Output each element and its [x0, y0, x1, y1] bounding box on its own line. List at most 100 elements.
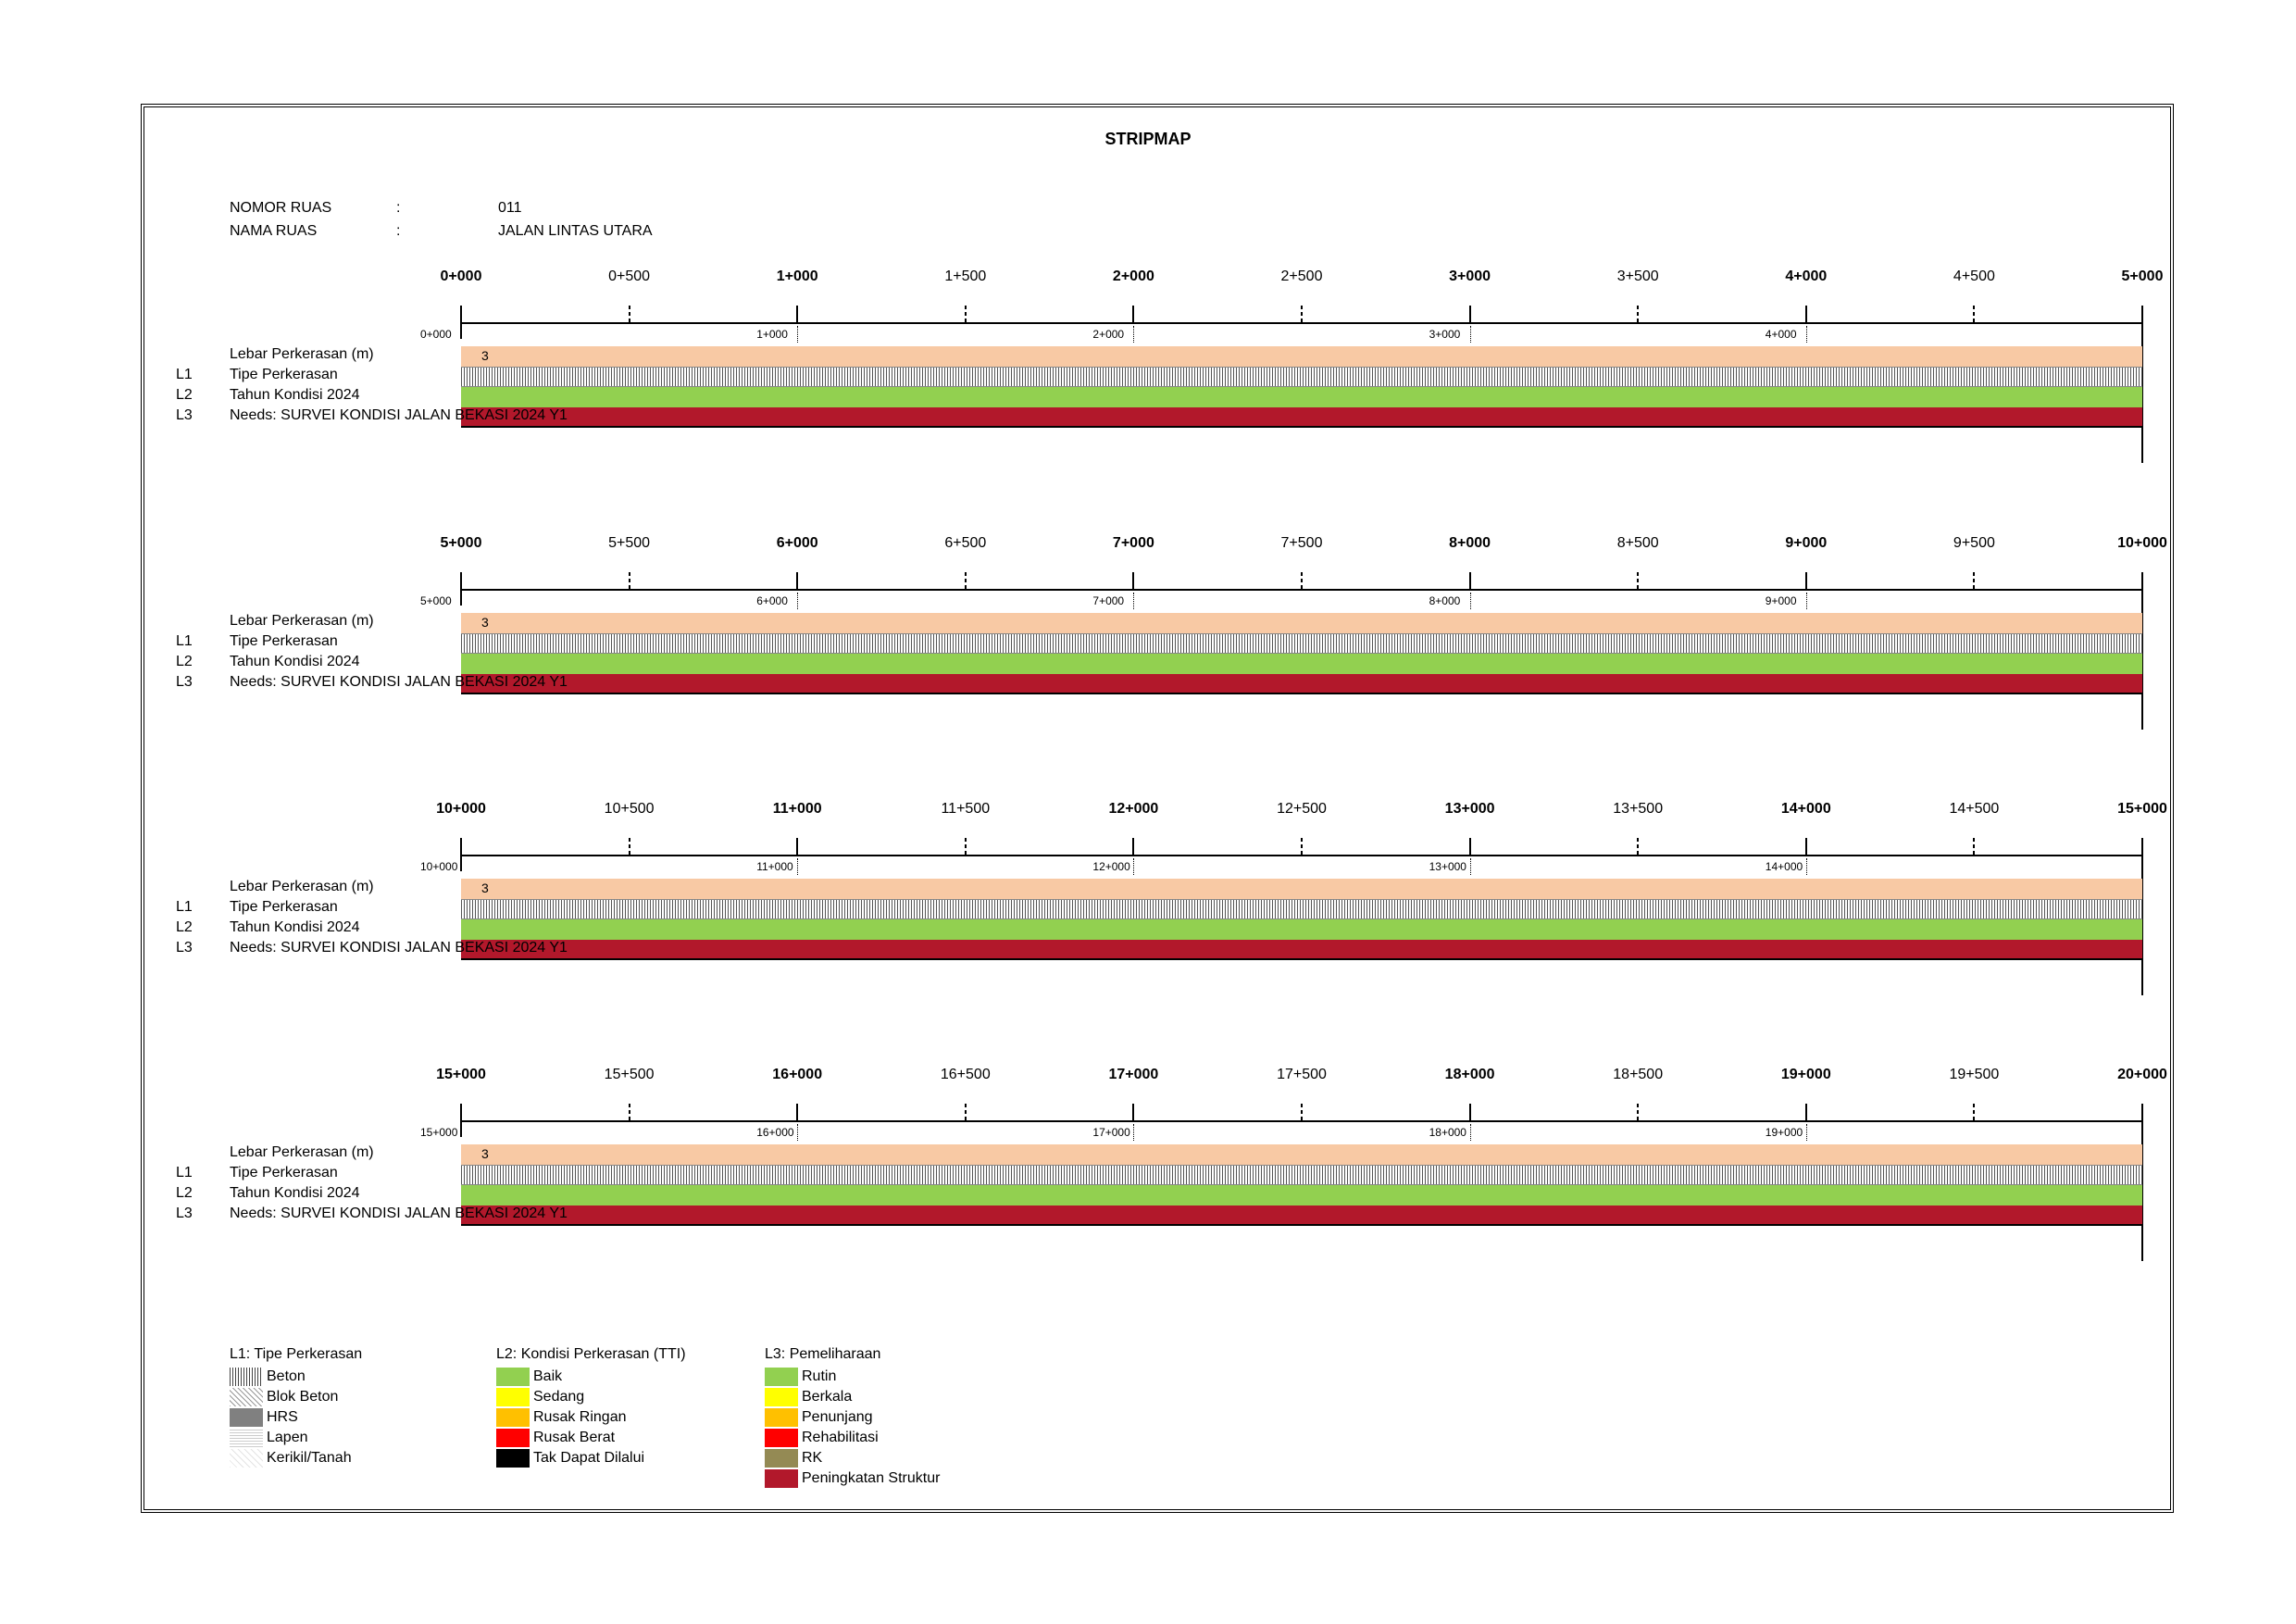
legend-swatch — [765, 1388, 798, 1406]
km-label: 9+000 — [1785, 535, 1828, 551]
km-label: 19+000 — [1780, 1067, 1831, 1082]
legend-label: Sedang — [533, 1389, 585, 1405]
legend-item: Rehabilitasi — [765, 1428, 940, 1448]
dotted-marker — [797, 593, 799, 609]
km-label: 15+000 — [436, 1067, 486, 1082]
legend-item: Rutin — [765, 1367, 940, 1387]
legend-item: Lapen — [230, 1428, 362, 1448]
stripmap-segment: 5+000 5+500 6+000 6+500 7+000 7+500 8+000 8+500… — [0, 0, 2296, 730]
legend-swatch — [496, 1449, 530, 1468]
small-km-label: 7+000 — [1092, 594, 1125, 607]
pavement-width-bar — [461, 346, 2142, 367]
row-label-lebar: Lebar Perkerasan (m) — [230, 346, 374, 362]
row-label-l1: Tipe Perkerasan — [230, 1165, 338, 1181]
legend-label: Rutin — [802, 1368, 837, 1384]
km-label: 14+000 — [1780, 801, 1831, 817]
pavement-width-bar — [461, 879, 2142, 899]
km-tick — [1132, 838, 1135, 855]
half-km-tick — [1301, 306, 1303, 322]
legend-item: Rusak Ringan — [496, 1407, 686, 1428]
small-km-label: 6+000 — [756, 594, 788, 607]
row-label-lebar: Lebar Perkerasan (m) — [230, 1144, 374, 1160]
nomor-ruas-label: NOMOR RUAS — [230, 200, 332, 216]
km-tick — [1132, 1104, 1135, 1120]
small-km-label: 2+000 — [1092, 328, 1125, 341]
pavement-type-bar — [461, 367, 2142, 387]
km-label: 0+000 — [440, 269, 482, 284]
legend-label: Kerikil/Tanah — [267, 1450, 352, 1466]
legend-swatch — [230, 1449, 263, 1468]
half-km-tick — [628, 306, 630, 322]
row-label-l2: Tahun Kondisi 2024 — [230, 919, 360, 935]
row-code-l1: L1 — [176, 367, 193, 382]
half-km-tick — [1637, 572, 1640, 589]
km-label: 8+000 — [1449, 535, 1491, 551]
km-label: 1+500 — [944, 269, 987, 284]
legend-swatch — [496, 1408, 530, 1427]
km-tick — [796, 1104, 799, 1120]
km-tick — [1468, 306, 1471, 322]
legend-label: Beton — [267, 1368, 306, 1384]
legend-swatch — [765, 1449, 798, 1468]
legend-l2: L2: Kondisi Perkerasan (TTI) Baik Sedang R… — [496, 1346, 686, 1468]
small-km-label: 16+000 — [756, 1126, 794, 1139]
legend-swatch — [496, 1429, 530, 1447]
km-tick — [1804, 838, 1807, 855]
row-code-l3: L3 — [176, 407, 193, 423]
small-km-label: 12+000 — [1092, 860, 1130, 873]
legend-item: Penunjang — [765, 1407, 940, 1428]
small-km-label: 10+000 — [420, 860, 458, 873]
small-km-label: 15+000 — [420, 1126, 458, 1139]
km-label: 10+000 — [436, 801, 486, 817]
km-label: 3+000 — [1449, 269, 1491, 284]
km-label: 13+000 — [1444, 801, 1495, 817]
row-code-l3: L3 — [176, 1206, 193, 1221]
row-label-l3: Needs: SURVEI KONDISI JALAN BEKASI 2024 … — [230, 1206, 568, 1221]
axis-end-right — [2141, 1104, 2143, 1261]
legend-l3: L3: Pemeliharaan Rutin Berkala Penunjang Re… — [765, 1346, 940, 1489]
row-code-l1: L1 — [176, 1165, 193, 1181]
pavement-type-bar — [461, 899, 2142, 919]
km-tick — [1804, 306, 1807, 322]
legend-item: Rusak Berat — [496, 1428, 686, 1448]
needs-bar — [461, 407, 2142, 428]
km-label: 5+000 — [2121, 269, 2164, 284]
half-km-tick — [628, 572, 630, 589]
dotted-marker — [1805, 1124, 1807, 1141]
km-label: 6+500 — [944, 535, 987, 551]
km-label: 10+500 — [604, 801, 655, 817]
small-km-label: 13+000 — [1429, 860, 1466, 873]
row-label-l1: Tipe Perkerasan — [230, 633, 338, 649]
legend-item: Sedang — [496, 1387, 686, 1407]
dotted-marker — [797, 858, 799, 875]
small-km-label: 8+000 — [1429, 594, 1461, 607]
legend-item: Tak Dapat Dilalui — [496, 1448, 686, 1468]
row-label-l2: Tahun Kondisi 2024 — [230, 387, 360, 403]
legend-l3-title: L3: Pemeliharaan — [765, 1346, 881, 1362]
km-axis — [461, 322, 2142, 324]
half-km-tick — [1301, 838, 1303, 855]
small-km-label: 11+000 — [756, 860, 793, 873]
small-km-label: 0+000 — [420, 328, 452, 341]
dotted-marker — [1805, 326, 1807, 343]
dotted-marker — [797, 326, 799, 343]
km-tick — [1132, 306, 1135, 322]
km-tick — [1468, 838, 1471, 855]
half-km-tick — [964, 1104, 967, 1120]
legend-swatch — [765, 1469, 798, 1488]
dotted-marker — [1133, 858, 1135, 875]
small-km-label: 3+000 — [1429, 328, 1461, 341]
km-axis — [461, 855, 2142, 856]
half-km-tick — [628, 1104, 630, 1120]
condition-bar — [461, 919, 2142, 940]
legend-label: Rusak Berat — [533, 1430, 616, 1445]
nama-ruas-label: NAMA RUAS — [230, 223, 318, 239]
row-label-l3: Needs: SURVEI KONDISI JALAN BEKASI 2024 … — [230, 940, 568, 956]
stripmap-segment: 15+000 15+500 16+000 16+500 17+000 17+500 18+0… — [0, 0, 2296, 1261]
legend-swatch — [765, 1408, 798, 1427]
legend-label: Rusak Ringan — [533, 1409, 627, 1425]
km-label: 19+500 — [1949, 1067, 2000, 1082]
half-km-tick — [1301, 1104, 1303, 1120]
small-km-label: 1+000 — [756, 328, 788, 341]
pavement-type-bar — [461, 633, 2142, 654]
